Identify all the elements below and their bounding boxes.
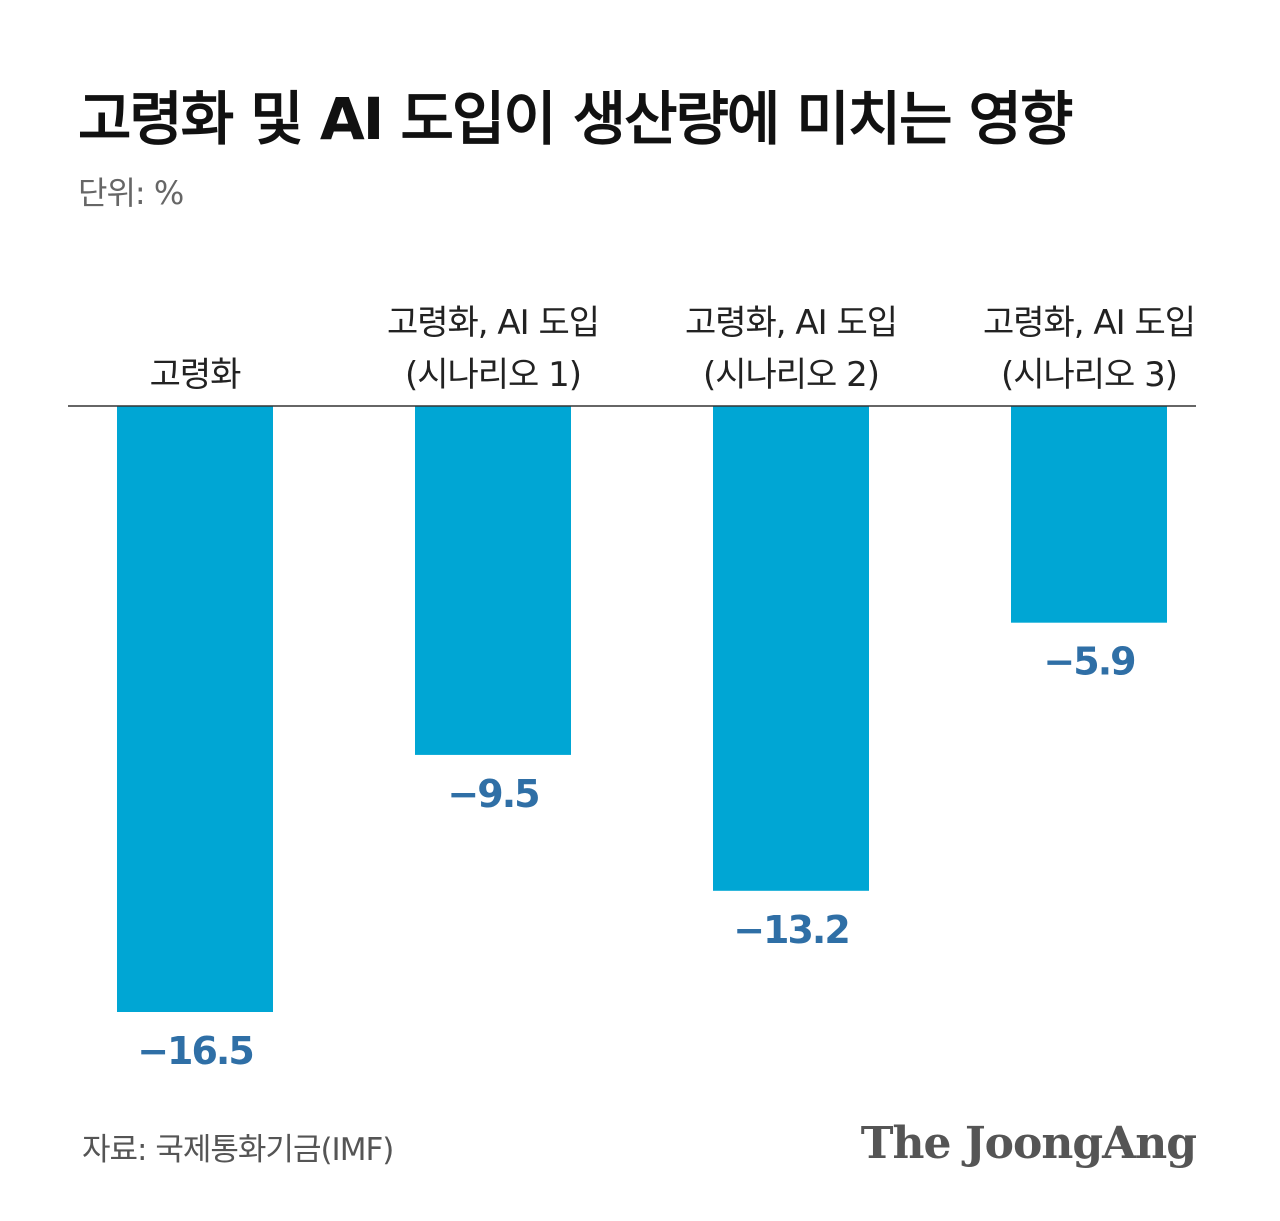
- bar-4: [1011, 406, 1167, 623]
- category-label-2-line-1: 고령화, AI 도입: [387, 303, 599, 343]
- value-label-3: −13.2: [733, 908, 849, 952]
- unit-label: 단위: %: [78, 174, 184, 212]
- chart-title: 고령화 및 AI 도입이 생산량에 미치는 영향: [78, 85, 1073, 153]
- source-note: 자료: 국제통화기금(IMF): [82, 1132, 394, 1168]
- category-label-3-line-2: (시나리오 2): [703, 355, 879, 395]
- bar-2: [415, 406, 571, 755]
- bar-1: [117, 406, 273, 1012]
- category-label-2-line-2: (시나리오 1): [405, 355, 581, 395]
- category-label-1-line-1: 고령화: [150, 355, 242, 395]
- value-label-1: −16.5: [137, 1029, 253, 1073]
- value-label-4: −5.9: [1043, 640, 1135, 684]
- category-label-3-line-1: 고령화, AI 도입: [685, 303, 897, 343]
- publisher-logo: The JoongAng: [860, 1118, 1197, 1169]
- category-label-4-line-2: (시나리오 3): [1001, 355, 1177, 395]
- category-label-4-line-1: 고령화, AI 도입: [983, 303, 1195, 343]
- value-label-2: −9.5: [447, 772, 538, 816]
- bar-3: [713, 406, 869, 891]
